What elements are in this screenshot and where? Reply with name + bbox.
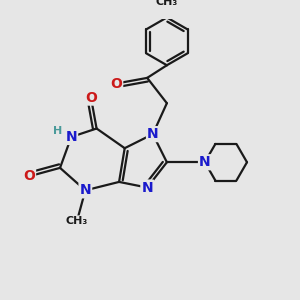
Text: O: O (85, 91, 97, 105)
Text: O: O (23, 169, 35, 183)
Text: N: N (199, 155, 211, 169)
Text: N: N (80, 183, 91, 197)
Text: CH₃: CH₃ (156, 0, 178, 7)
Text: N: N (141, 181, 153, 194)
Text: CH₃: CH₃ (66, 216, 88, 226)
Text: H: H (52, 126, 62, 136)
Text: N: N (147, 127, 159, 141)
Text: O: O (110, 76, 122, 91)
Text: N: N (65, 130, 77, 144)
